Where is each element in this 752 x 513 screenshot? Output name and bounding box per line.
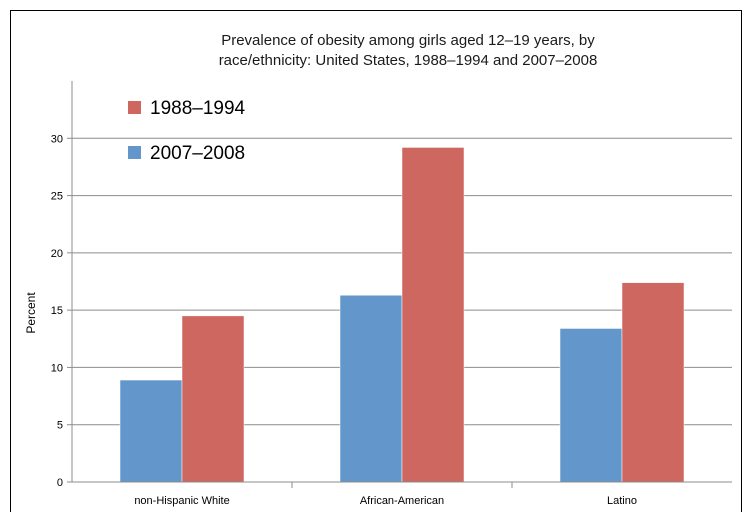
bar xyxy=(339,294,403,483)
legend-swatch xyxy=(128,101,141,114)
legend: 1988–1994 2007–2008 xyxy=(128,98,246,164)
bar xyxy=(621,282,685,483)
bar-chart: Prevalence of obesity among girls aged 1… xyxy=(24,32,732,507)
legend-swatch xyxy=(128,146,141,159)
y-tick-labels: 0 5 10 15 20 25 30 xyxy=(51,133,72,489)
bar xyxy=(181,315,245,483)
y-tick-label: 20 xyxy=(51,248,63,260)
chart-frame: Prevalence of obesity among girls aged 1… xyxy=(10,10,742,512)
chart-title-line-2: race/ethnicity: United States, 1988–1994… xyxy=(219,52,598,69)
chart-title-line-1: Prevalence of obesity among girls aged 1… xyxy=(221,32,595,49)
legend-label: 1988–1994 xyxy=(150,98,246,119)
x-category-label: non-Hispanic White xyxy=(134,495,229,507)
bar xyxy=(119,379,183,483)
y-tick-label: 25 xyxy=(51,191,63,203)
y-tick-label: 30 xyxy=(51,133,63,145)
y-axis-title: Percent xyxy=(24,292,38,334)
x-category-label: African-American xyxy=(360,495,444,507)
y-tick-label: 15 xyxy=(51,305,63,317)
bars xyxy=(119,147,685,483)
y-tick-label: 10 xyxy=(51,362,63,374)
bar xyxy=(559,328,623,483)
chart-title: Prevalence of obesity among girls aged 1… xyxy=(219,32,598,69)
x-category-labels: non-Hispanic White African-American Latino xyxy=(134,495,637,507)
bar xyxy=(401,147,465,483)
y-tick-label: 0 xyxy=(57,477,63,489)
y-tick-label: 5 xyxy=(57,420,63,432)
legend-label: 2007–2008 xyxy=(150,143,245,164)
x-category-label: Latino xyxy=(607,495,637,507)
axes xyxy=(71,81,732,488)
